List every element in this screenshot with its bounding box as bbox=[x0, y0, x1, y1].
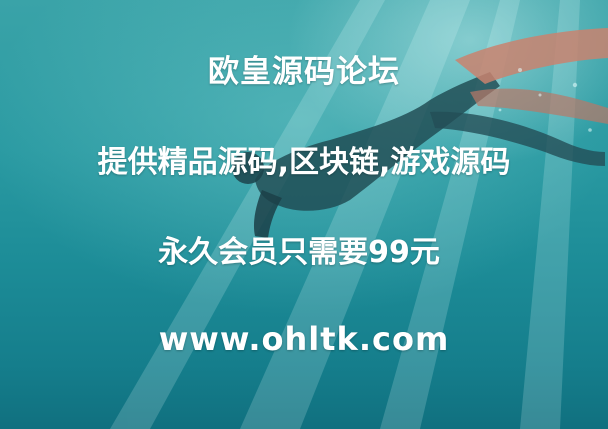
fin-shape bbox=[455, 28, 608, 84]
tagline-text: 提供精品源码,区块链,游戏源码 bbox=[97, 145, 511, 180]
snorkeler-silhouette bbox=[232, 72, 605, 238]
forum-title: 欧皇源码论坛 bbox=[208, 54, 400, 90]
website-url: www.ohltk.com bbox=[158, 320, 450, 358]
membership-price-text: 永久会员只需要99元 bbox=[158, 235, 440, 270]
bubbles bbox=[498, 68, 592, 132]
sun-rays bbox=[110, 0, 580, 429]
